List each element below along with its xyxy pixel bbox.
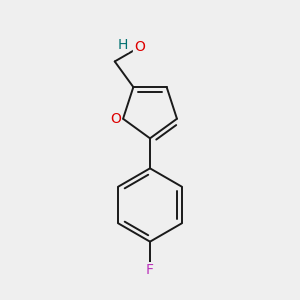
Text: O: O	[134, 40, 145, 54]
Text: O: O	[110, 112, 121, 126]
Text: F: F	[146, 263, 154, 277]
Text: H: H	[117, 38, 128, 52]
